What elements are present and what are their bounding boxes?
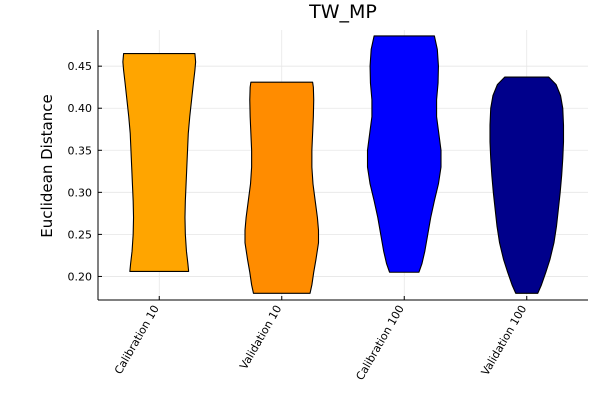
violin-calibration-100 xyxy=(366,35,442,273)
y-axis-label: Euclidean Distance xyxy=(38,94,56,237)
x-tick-label: Validation 100 xyxy=(479,303,530,378)
y-tick-label: 0.45 xyxy=(68,60,93,73)
y-tick-label: 0.25 xyxy=(68,228,93,241)
violin-layer xyxy=(122,35,565,294)
y-tick-label: 0.40 xyxy=(68,102,93,115)
violin-validation-10 xyxy=(244,81,320,294)
violin-calibration-10 xyxy=(122,53,197,272)
y-tick-label: 0.35 xyxy=(68,144,93,157)
chart-title: TW_MP xyxy=(308,1,377,23)
y-tick-label: 0.20 xyxy=(68,270,93,283)
y-tick-label: 0.30 xyxy=(68,186,93,199)
x-tick-label: Validation 10 xyxy=(237,303,284,372)
axes-layer xyxy=(97,30,588,301)
x-tick-label: Calibration 10 xyxy=(112,303,162,376)
violin-validation-100 xyxy=(489,76,565,294)
x-tick-label: Calibration 100 xyxy=(353,303,406,383)
